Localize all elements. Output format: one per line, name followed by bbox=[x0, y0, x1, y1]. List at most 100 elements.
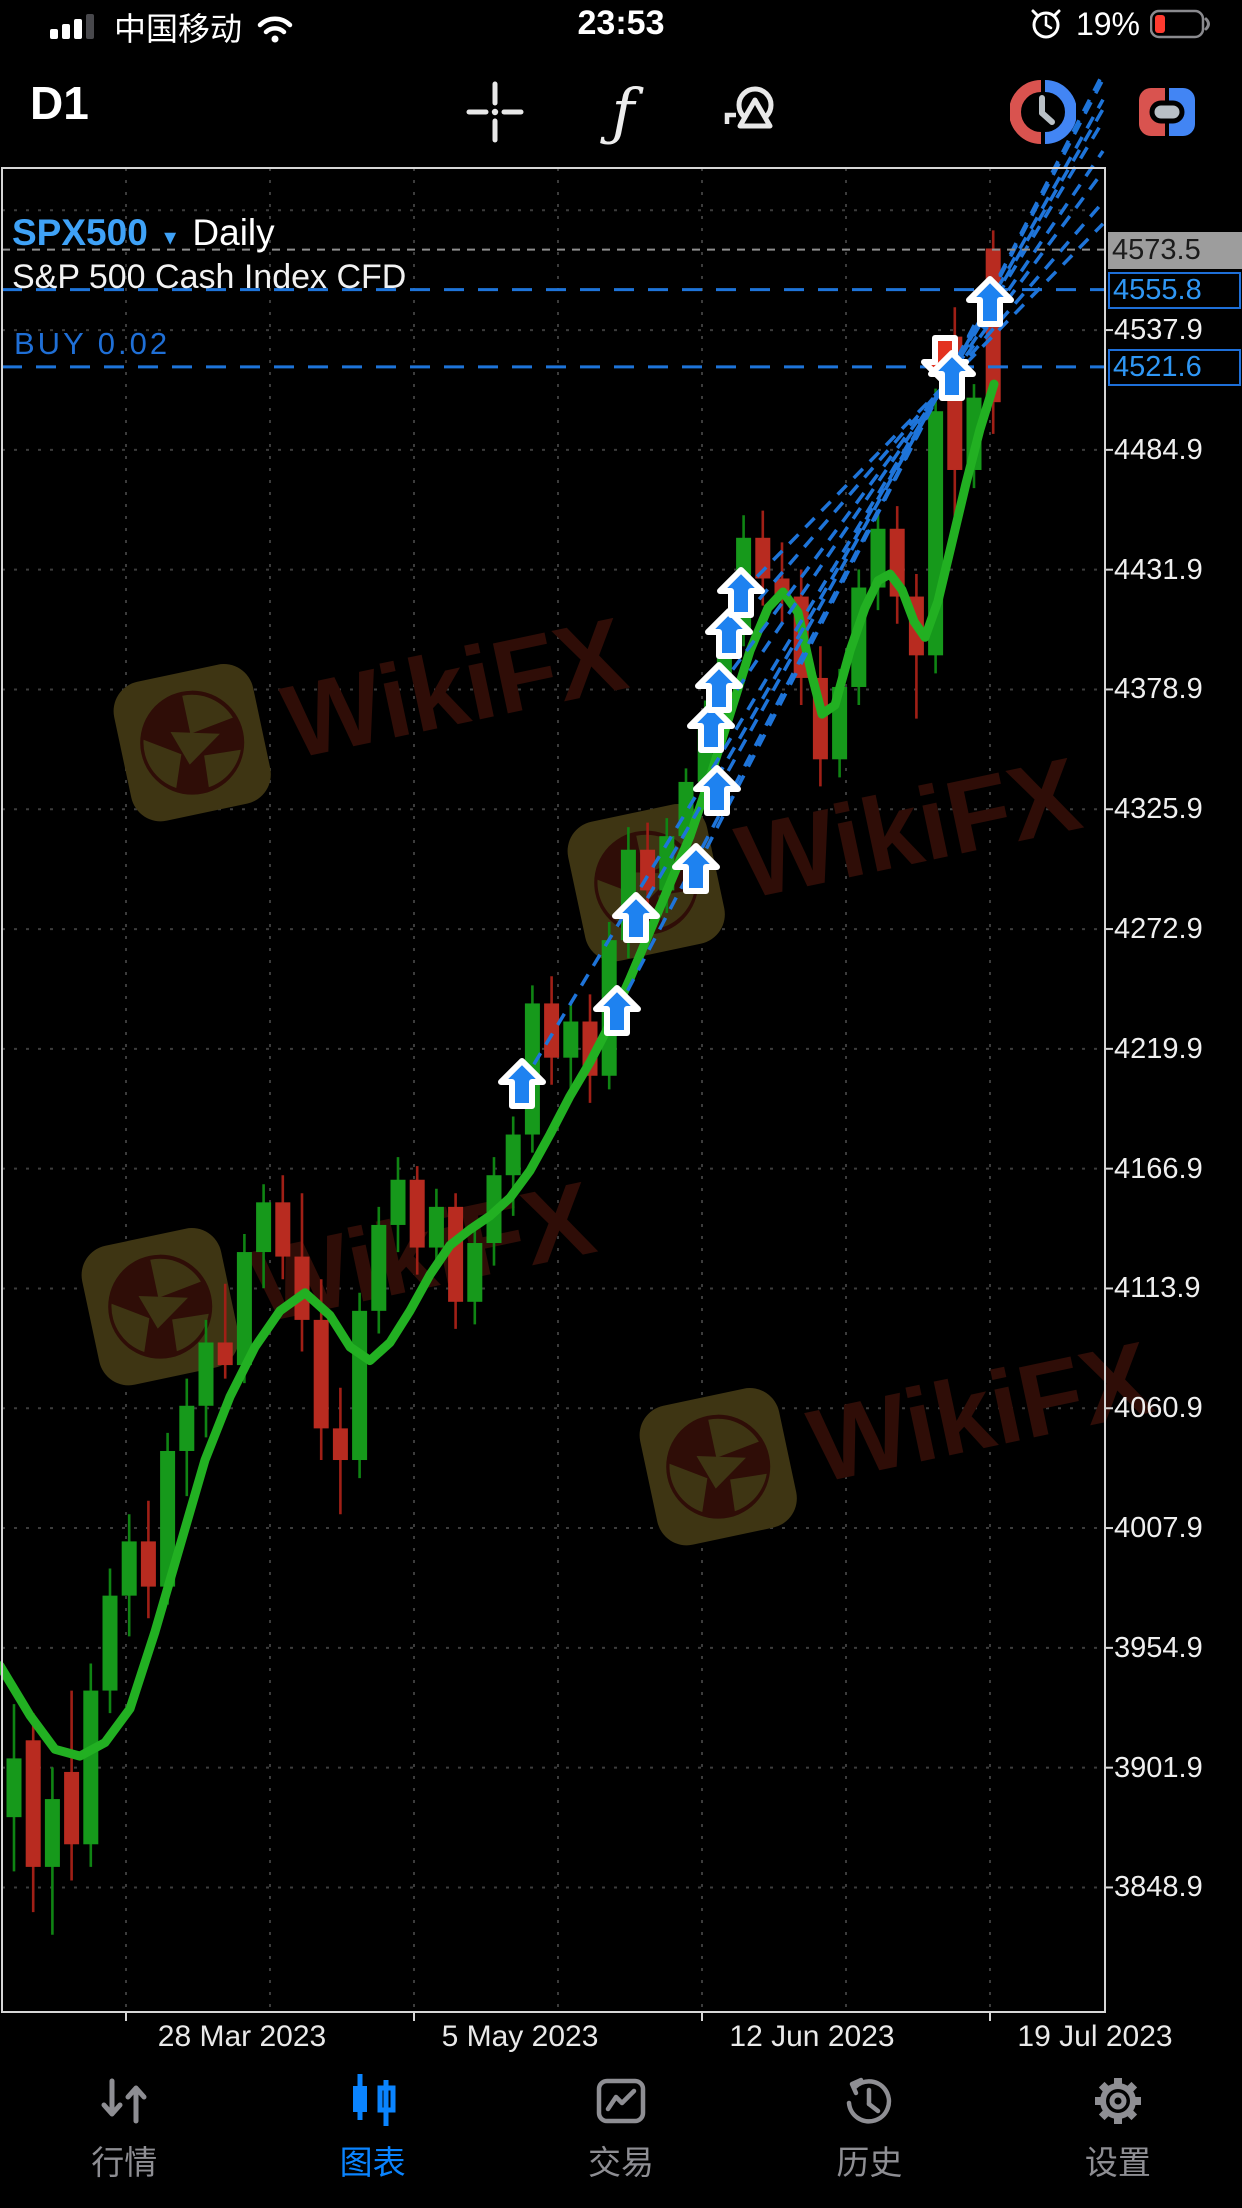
price-tick-label: 4113.9 bbox=[1114, 1272, 1201, 1304]
wikifx-watermark: WikiFX bbox=[639, 1320, 1162, 1546]
tab-settings[interactable]: 设置 bbox=[994, 2062, 1242, 2208]
candle-body bbox=[409, 1179, 425, 1248]
trend-ray[interactable] bbox=[727, 200, 1105, 636]
symbol-description: S&P 500 Cash Index CFD bbox=[12, 258, 407, 296]
price-tick-label: 3848.9 bbox=[1114, 1871, 1203, 1903]
bottom-tab-bar: 行情 图表 交易 历史 设置 bbox=[0, 2062, 1242, 2208]
candle-body bbox=[256, 1202, 272, 1253]
tab-quotes[interactable]: 行情 bbox=[0, 2062, 248, 2208]
trend-ray[interactable] bbox=[694, 72, 1105, 870]
crosshair-icon[interactable] bbox=[459, 76, 531, 148]
candle-body bbox=[198, 1342, 214, 1406]
price-tick-label: 4484.9 bbox=[1114, 434, 1203, 466]
trend-ray[interactable] bbox=[634, 108, 1105, 919]
date-tick-label: 19 Jul 2023 bbox=[1017, 2020, 1173, 2053]
buy-signal-arrow[interactable] bbox=[695, 662, 743, 713]
function-icon[interactable]: ƒ bbox=[611, 75, 635, 148]
settings-icon bbox=[1094, 2078, 1141, 2124]
price-tick-label: 4325.9 bbox=[1114, 793, 1203, 825]
buy-signal-arrow[interactable] bbox=[693, 765, 741, 816]
symbol-name: SPX500 bbox=[12, 212, 148, 253]
buy-signal-arrow[interactable] bbox=[966, 276, 1014, 327]
candle-body bbox=[44, 1799, 60, 1867]
date-tick-label: 28 Mar 2023 bbox=[157, 2020, 327, 2053]
timeframe-button[interactable]: D1 bbox=[30, 77, 89, 129]
wikifx-watermark: WikiFX bbox=[113, 596, 636, 822]
candle-body bbox=[870, 528, 886, 588]
objects-icon[interactable] bbox=[716, 76, 788, 148]
candle-body bbox=[313, 1319, 329, 1429]
trend-ray[interactable] bbox=[717, 170, 1105, 690]
candle-body bbox=[25, 1740, 41, 1867]
alarm-clock-icon bbox=[1031, 9, 1061, 39]
tab-charts[interactable]: 图表 bbox=[248, 2062, 496, 2208]
tab-label: 图表 bbox=[339, 2144, 406, 2181]
candle-body bbox=[294, 1256, 310, 1320]
tab-label: 交易 bbox=[588, 2144, 655, 2181]
chevron-down-icon: ▾ bbox=[164, 224, 177, 251]
price-tick-label: 4060.9 bbox=[1114, 1392, 1203, 1424]
charts-icon bbox=[352, 2074, 396, 2126]
session-clock-icon[interactable] bbox=[1007, 76, 1079, 148]
order-price-label: 4555.8 bbox=[1108, 272, 1241, 309]
tab-history[interactable]: 历史 bbox=[745, 2062, 993, 2208]
history-icon bbox=[847, 2077, 892, 2124]
watermark-text: WikiFX bbox=[799, 1320, 1161, 1505]
candle-body bbox=[121, 1541, 137, 1596]
buy-signal-arrow[interactable] bbox=[612, 892, 660, 943]
candle-body bbox=[428, 1206, 444, 1248]
chart-period: Daily bbox=[192, 212, 275, 253]
cell-signal-icon bbox=[50, 14, 94, 39]
buy-signal-arrow[interactable] bbox=[687, 702, 735, 753]
moving-average-line bbox=[0, 379, 999, 1761]
date-tick-label: 5 May 2023 bbox=[441, 2020, 599, 2053]
candle-body bbox=[390, 1179, 406, 1225]
tab-trade[interactable]: 交易 bbox=[497, 2062, 745, 2208]
one-click-trading-icon[interactable] bbox=[1131, 76, 1203, 148]
candle-body bbox=[160, 1450, 176, 1587]
buy-signal-arrow[interactable] bbox=[672, 843, 720, 894]
trend-ray[interactable] bbox=[520, 120, 1105, 1085]
date-tick-label: 12 Jun 2023 bbox=[729, 2020, 895, 2053]
trend-ray[interactable] bbox=[709, 150, 1105, 729]
price-tick-label: 4272.9 bbox=[1114, 913, 1203, 945]
chart-toolbar: D1 ƒ bbox=[0, 48, 1242, 168]
price-tick-label: 4007.9 bbox=[1114, 1512, 1203, 1544]
candle-body bbox=[236, 1252, 252, 1366]
candle-body bbox=[64, 1771, 80, 1845]
chart-border bbox=[1, 167, 1106, 2013]
trend-ray[interactable] bbox=[739, 222, 1105, 595]
candle-body bbox=[6, 1758, 22, 1818]
price-tick-label: 4378.9 bbox=[1114, 673, 1203, 705]
buy-signal-arrow[interactable] bbox=[498, 1058, 546, 1109]
buy-signal-arrow[interactable] bbox=[717, 567, 765, 618]
price-tick-label: 4537.9 bbox=[1114, 314, 1203, 346]
price-tick-label: 4166.9 bbox=[1114, 1153, 1203, 1185]
battery-percent: 19% bbox=[1075, 5, 1140, 42]
buy-signal-arrow[interactable] bbox=[705, 608, 753, 659]
open-position-label[interactable]: BUY 0.02 bbox=[14, 326, 171, 361]
buy-signal-arrow[interactable] bbox=[593, 985, 641, 1036]
price-tick-label: 4431.9 bbox=[1114, 554, 1203, 586]
tab-label: 设置 bbox=[1084, 2144, 1151, 2181]
watermark-text: WikiFX bbox=[727, 736, 1089, 921]
wifi-icon bbox=[257, 16, 293, 43]
candle-body bbox=[217, 1342, 233, 1366]
candle-body bbox=[352, 1310, 368, 1461]
symbol-selector[interactable]: SPX500 ▾ Daily bbox=[12, 212, 275, 254]
buy-signal-arrow[interactable] bbox=[928, 350, 976, 401]
current-price-label: 4573.5 bbox=[1108, 232, 1242, 269]
trade-icon bbox=[596, 2078, 646, 2124]
trend-ray[interactable] bbox=[715, 98, 1105, 792]
candle-body bbox=[83, 1690, 99, 1845]
price-tick-label: 3901.9 bbox=[1114, 1752, 1203, 1784]
price-tick-label: 4219.9 bbox=[1114, 1033, 1203, 1065]
candle-body bbox=[448, 1206, 464, 1302]
candle-body bbox=[140, 1541, 156, 1587]
candle-body bbox=[544, 1003, 560, 1058]
candle-body bbox=[678, 781, 694, 837]
price-tick-label: 3954.9 bbox=[1114, 1632, 1203, 1664]
